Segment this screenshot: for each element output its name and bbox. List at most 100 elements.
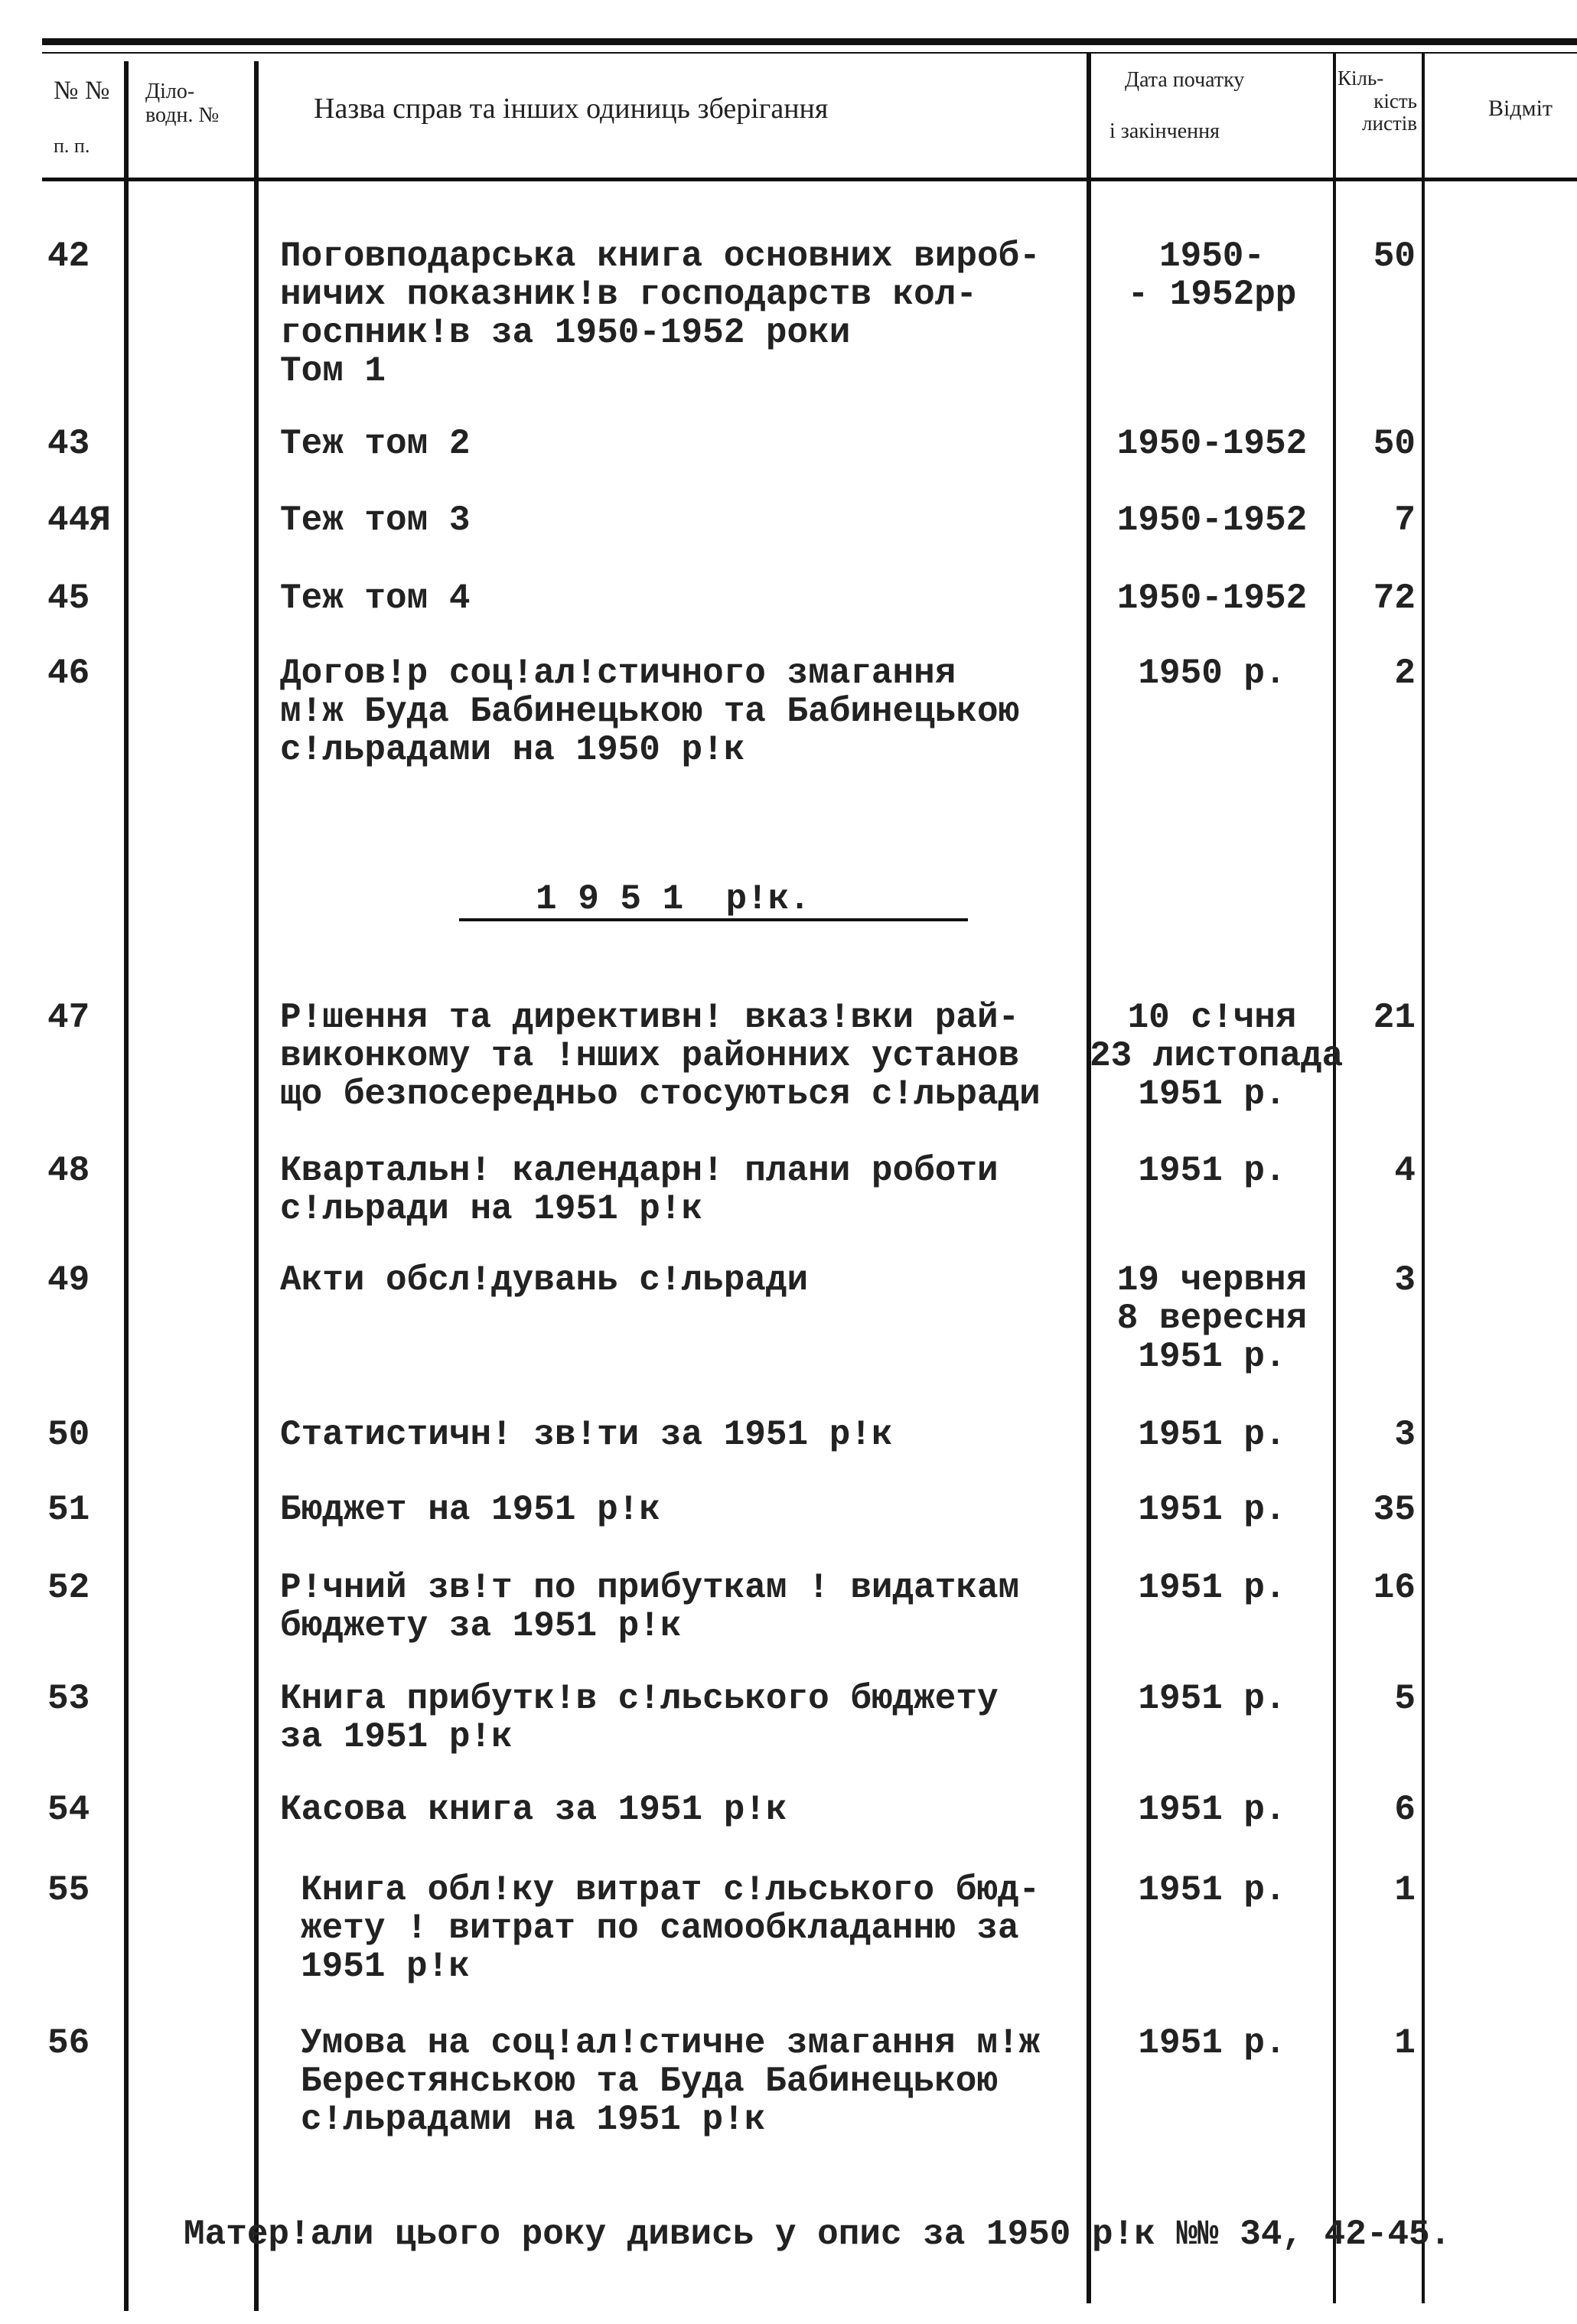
row-date-line: 1950-	[1158, 236, 1266, 276]
row-title-line: виконкому та !нших районних установ	[280, 1036, 1020, 1076]
row-number: 52	[47, 1568, 90, 1608]
row-sheet-count: 50	[1373, 424, 1416, 464]
header-dates: Дата початку і закінчення	[1109, 68, 1245, 144]
row-title-line: 1951 р!к	[301, 1947, 470, 1987]
row-sheet-count: 3	[1394, 1260, 1416, 1300]
row-title-line: Теж том 2	[280, 424, 471, 464]
column-divider	[1087, 54, 1091, 2303]
row-date-line: 19 червня	[1116, 1260, 1308, 1300]
header-dates-line: і закінчення	[1109, 119, 1220, 143]
section-title: 1 9 5 1 р!к.	[536, 879, 810, 919]
row-number: 46	[47, 654, 90, 693]
row-title-line: с!льрадами на 1950 р!к	[280, 730, 745, 770]
row-sheet-count: 72	[1373, 579, 1416, 618]
row-date-line: 8 вересня	[1116, 1299, 1308, 1338]
row-title-line: Умова на соц!ал!стичне змагання м!ж	[301, 2023, 1041, 2063]
top-rule-thin	[42, 52, 1577, 54]
row-date-line: 1951 р.	[1138, 1151, 1286, 1191]
row-title-line: Р!чний зв!т по прибуткам ! видаткам	[280, 1568, 1020, 1608]
row-sheet-count: 1	[1394, 2023, 1416, 2063]
row-sheet-count: 5	[1394, 1679, 1416, 1719]
column-divider	[124, 61, 129, 2311]
row-title-line: Догов!р соц!ал!стичного змагання	[280, 654, 956, 693]
row-title-line: м!ж Буда Бабинецькою та Бабинецькою	[280, 692, 1020, 732]
row-date-line: 1950-1952	[1116, 424, 1308, 464]
row-number: 49	[47, 1260, 90, 1300]
row-title-line: за 1951 р!к	[280, 1717, 513, 1757]
header-num: № № п. п.	[54, 77, 109, 158]
row-title-line: Поговподарська книга основних вироб-	[280, 236, 1041, 276]
row-number: 53	[47, 1679, 90, 1719]
row-sheet-count: 2	[1394, 654, 1416, 693]
footer-note: Матер!али цього року дивись у опис за 19…	[184, 2215, 1452, 2254]
header-dates-line: Дата початку	[1125, 68, 1245, 92]
header-count-line: Кіль-	[1338, 67, 1384, 90]
row-sheet-count: 16	[1373, 1568, 1416, 1608]
header-count-line: кість	[1373, 89, 1417, 112]
row-title-line: Теж том 4	[280, 579, 471, 618]
row-title-line: с!льради на 1951 р!к	[280, 1189, 703, 1229]
row-sheet-count: 1	[1394, 1870, 1416, 1910]
row-sheet-count: 3	[1394, 1415, 1416, 1455]
header-title: Назва справ та інших одиниць зберігання	[314, 93, 829, 125]
row-title-line: с!льрадами на 1951 р!к	[301, 2100, 766, 2140]
row-title-line: Берестянською та Буда Бабинецькою	[301, 2062, 998, 2101]
header-count-line: листів	[1362, 112, 1417, 135]
row-title-line: Р!шення та директивн! вказ!вки рай-	[280, 998, 1020, 1038]
row-sheet-count: 21	[1373, 998, 1416, 1038]
row-title-line: Квартальн! календарн! плани роботи	[280, 1151, 999, 1191]
header-count: Кіль- кість листів	[1338, 67, 1417, 135]
row-number: 54	[47, 1790, 90, 1830]
row-date-line: 1951 р.	[1138, 2023, 1286, 2063]
column-divider	[254, 61, 259, 2311]
row-number: 43	[47, 424, 90, 464]
row-sheet-count: 6	[1394, 1790, 1416, 1830]
header-num-line: п. п.	[54, 135, 90, 158]
row-title-line: Статистичн! зв!ти за 1951 р!к	[280, 1415, 893, 1455]
row-title-line: Книга прибутк!в с!льського бюджету	[280, 1679, 999, 1719]
row-number: 51	[47, 1490, 90, 1530]
row-date-line: 1951 р.	[1138, 1490, 1286, 1530]
row-sheet-count: 4	[1394, 1151, 1416, 1191]
row-date-line: 1951 р.	[1138, 1568, 1286, 1608]
row-sheet-count: 50	[1373, 236, 1416, 276]
top-rule	[42, 38, 1577, 45]
row-title-line: Бюджет на 1951 р!к	[280, 1490, 660, 1530]
row-date-line: 1951 р.	[1138, 1074, 1286, 1114]
row-number: 45	[47, 579, 90, 618]
row-date-line: 23 листопада	[1090, 1036, 1344, 1076]
column-divider	[1333, 54, 1336, 2303]
row-date-line: 1951 р.	[1138, 1337, 1286, 1377]
row-sheet-count: 35	[1373, 1490, 1416, 1530]
header-num-line: № №	[54, 77, 110, 105]
row-title-line: ничих показник!в господарств кол-	[280, 275, 977, 315]
row-title-line: бюджету за 1951 р!к	[280, 1606, 682, 1646]
row-number: 48	[47, 1151, 90, 1191]
row-date-line: 1950 р.	[1138, 654, 1286, 693]
header-office-line: Діло-	[145, 80, 195, 103]
row-title-line: госпник!в за 1950-1952 роки	[280, 313, 851, 353]
row-date-line: 1951 р.	[1138, 1679, 1286, 1719]
row-title-line: Акти обсл!дувань с!льради	[280, 1260, 809, 1300]
row-number: 50	[47, 1415, 90, 1455]
column-divider	[1422, 54, 1425, 2303]
row-date-line: 1950-1952	[1116, 500, 1308, 540]
row-number: 56	[47, 2023, 90, 2063]
header-office-line: водн. №	[145, 103, 220, 127]
row-number: 47	[47, 998, 90, 1038]
row-number: 55	[47, 1870, 90, 1910]
row-title-line: що безпосередньо стосуються с!льради	[280, 1074, 1041, 1114]
header-bottom-rule	[42, 178, 1577, 181]
header-notes: Відміт	[1488, 96, 1553, 121]
row-title-line: Теж том 3	[280, 500, 471, 540]
row-date-line: 1951 р.	[1138, 1790, 1286, 1830]
row-title-line: Книга обл!ку витрат с!льського бюд-	[301, 1870, 1041, 1910]
row-title-line: жету ! витрат по самообкладанню за	[301, 1908, 1019, 1948]
row-date-line: 1951 р.	[1138, 1870, 1286, 1910]
section-title-underline	[459, 918, 968, 921]
row-date-line: 1950-1952	[1116, 579, 1308, 618]
row-number: 42	[47, 236, 90, 276]
row-sheet-count: 7	[1394, 500, 1416, 540]
row-date-line: 10 с!чня	[1127, 998, 1297, 1038]
header-office: Діло- водн. №	[145, 80, 219, 128]
